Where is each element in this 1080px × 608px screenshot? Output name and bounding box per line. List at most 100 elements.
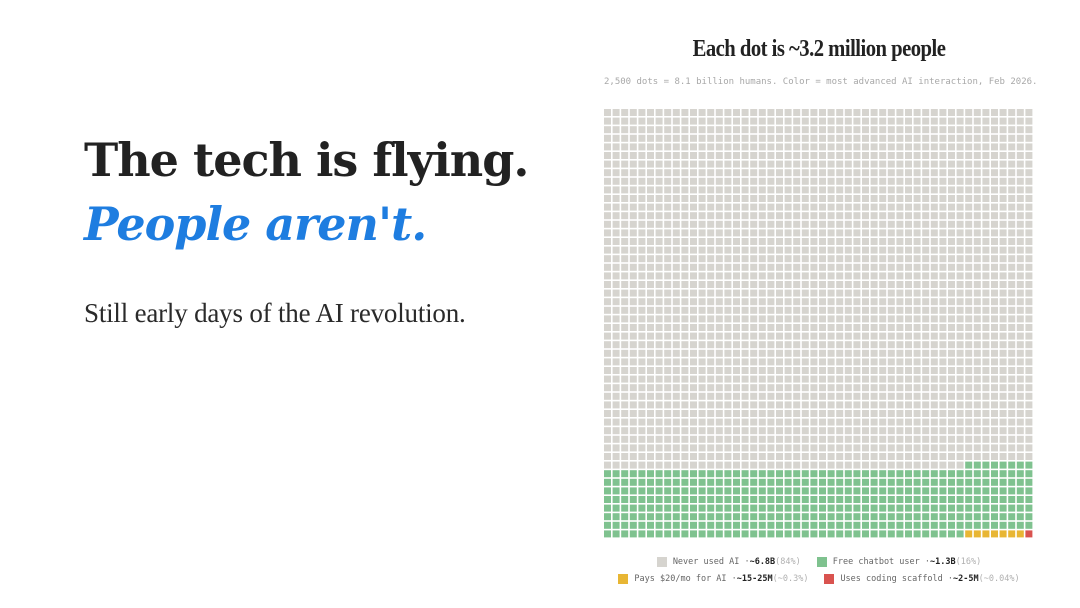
legend-label: Free chatbot user · bbox=[832, 556, 930, 567]
waffle-dot bbox=[724, 478, 732, 486]
waffle-dot bbox=[750, 229, 758, 237]
waffle-dot bbox=[707, 212, 715, 220]
waffle-dot bbox=[853, 530, 861, 538]
waffle-dot bbox=[647, 306, 654, 314]
waffle-dot bbox=[801, 418, 809, 426]
waffle-dot bbox=[844, 134, 852, 142]
waffle-dot bbox=[715, 513, 723, 521]
waffle-dot bbox=[750, 358, 758, 366]
waffle-dot bbox=[750, 126, 758, 134]
waffle-dot bbox=[750, 367, 758, 374]
waffle-dot bbox=[612, 220, 620, 228]
waffle-dot bbox=[776, 169, 783, 177]
waffle-dot bbox=[733, 375, 740, 383]
waffle-dot bbox=[655, 487, 663, 495]
waffle-dot bbox=[698, 487, 706, 495]
waffle-dot bbox=[870, 341, 878, 349]
waffle-dot bbox=[862, 367, 869, 374]
waffle-dot bbox=[810, 478, 818, 486]
waffle-dot bbox=[896, 315, 904, 323]
waffle-dot bbox=[621, 229, 629, 237]
waffle-dot bbox=[965, 504, 973, 512]
waffle-dot bbox=[1008, 392, 1016, 400]
waffle-dot bbox=[905, 220, 912, 228]
waffle-dot bbox=[982, 418, 990, 426]
waffle-dot bbox=[1016, 530, 1024, 538]
waffle-dot bbox=[698, 496, 706, 503]
waffle-dot bbox=[965, 435, 973, 443]
waffle-dot bbox=[965, 203, 973, 211]
waffle-dot bbox=[999, 220, 1007, 228]
waffle-dot bbox=[793, 375, 801, 383]
waffle-dot bbox=[612, 401, 620, 409]
waffle-dot bbox=[690, 324, 697, 331]
waffle-dot bbox=[655, 453, 663, 460]
waffle-dot bbox=[879, 470, 887, 478]
waffle-dot bbox=[724, 401, 732, 409]
waffle-dot bbox=[862, 453, 869, 460]
waffle-dot bbox=[647, 513, 654, 521]
waffle-dot bbox=[973, 195, 981, 202]
waffle-dot bbox=[870, 521, 878, 529]
waffle-dot bbox=[905, 143, 912, 151]
waffle-dot bbox=[844, 435, 852, 443]
waffle-dot bbox=[655, 272, 663, 280]
waffle-dot bbox=[930, 349, 938, 357]
waffle-dot bbox=[776, 478, 783, 486]
waffle-dot bbox=[827, 229, 835, 237]
waffle-dot bbox=[612, 496, 620, 503]
waffle-dot bbox=[879, 375, 887, 383]
waffle-dot bbox=[991, 418, 998, 426]
waffle-dot bbox=[939, 521, 947, 529]
waffle-dot bbox=[844, 410, 852, 417]
waffle-dot bbox=[801, 453, 809, 460]
waffle-dot bbox=[672, 255, 680, 263]
waffle-dot bbox=[758, 117, 766, 125]
waffle-dot bbox=[999, 324, 1007, 331]
waffle-dot bbox=[819, 117, 826, 125]
waffle-dot bbox=[741, 444, 749, 452]
waffle-dot bbox=[629, 324, 637, 331]
waffle-dot bbox=[767, 478, 775, 486]
waffle-dot bbox=[956, 470, 964, 478]
waffle-dot bbox=[939, 246, 947, 254]
waffle-dot bbox=[956, 220, 964, 228]
waffle-dot bbox=[784, 152, 792, 159]
waffle-dot bbox=[913, 177, 921, 185]
waffle-dot bbox=[638, 453, 646, 460]
waffle-dot bbox=[879, 177, 887, 185]
waffle-dot bbox=[621, 289, 629, 297]
waffle-dot bbox=[810, 289, 818, 297]
waffle-dot bbox=[672, 435, 680, 443]
waffle-dot bbox=[655, 126, 663, 134]
waffle-dot bbox=[887, 143, 895, 151]
waffle-dot bbox=[965, 229, 973, 237]
waffle-dot bbox=[991, 143, 998, 151]
waffle-dot bbox=[862, 418, 869, 426]
waffle-dot bbox=[741, 427, 749, 435]
waffle-dot bbox=[827, 143, 835, 151]
waffle-dot bbox=[853, 324, 861, 331]
waffle-dot bbox=[672, 186, 680, 194]
waffle-dot bbox=[664, 263, 672, 271]
waffle-dot bbox=[922, 160, 930, 168]
waffle-dot bbox=[879, 461, 887, 469]
waffle-dot bbox=[776, 126, 783, 134]
waffle-dot bbox=[758, 496, 766, 503]
waffle-dot bbox=[913, 160, 921, 168]
waffle-dot bbox=[784, 470, 792, 478]
waffle-dot bbox=[801, 306, 809, 314]
waffle-dot bbox=[810, 470, 818, 478]
waffle-dot bbox=[724, 195, 732, 202]
waffle-dot bbox=[870, 195, 878, 202]
waffle-dot bbox=[896, 478, 904, 486]
waffle-dot bbox=[1016, 349, 1024, 357]
waffle-dot bbox=[991, 212, 998, 220]
waffle-dot bbox=[1016, 427, 1024, 435]
waffle-dot bbox=[707, 203, 715, 211]
waffle-dot bbox=[844, 281, 852, 288]
waffle-dot bbox=[690, 461, 697, 469]
waffle-dot bbox=[887, 453, 895, 460]
waffle-dot bbox=[973, 203, 981, 211]
waffle-dot bbox=[784, 238, 792, 245]
